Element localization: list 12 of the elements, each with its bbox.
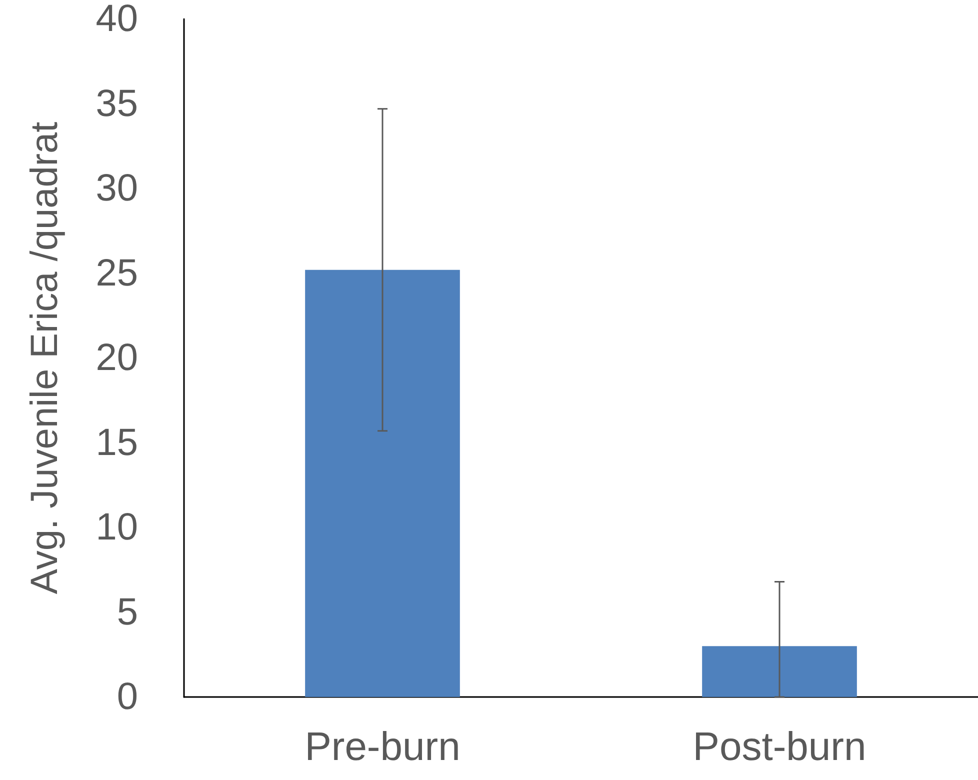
y-tick-label: 30 bbox=[96, 168, 138, 210]
y-tick-label: 0 bbox=[116, 676, 138, 718]
y-tick-label: 15 bbox=[96, 422, 138, 464]
y-tick-label: 25 bbox=[96, 252, 138, 294]
x-tick-label: Post-burn bbox=[692, 725, 866, 769]
y-tick-label: 20 bbox=[96, 337, 138, 379]
y-axis-title: Avg. Juvenile Erica /quadrat bbox=[24, 121, 66, 594]
y-tick-label: 5 bbox=[116, 591, 138, 634]
x-tick-label: Pre-burn bbox=[304, 725, 460, 769]
y-tick-label: 35 bbox=[96, 82, 138, 125]
y-tick-label: 40 bbox=[96, 0, 138, 40]
y-tick-label: 10 bbox=[96, 506, 138, 548]
